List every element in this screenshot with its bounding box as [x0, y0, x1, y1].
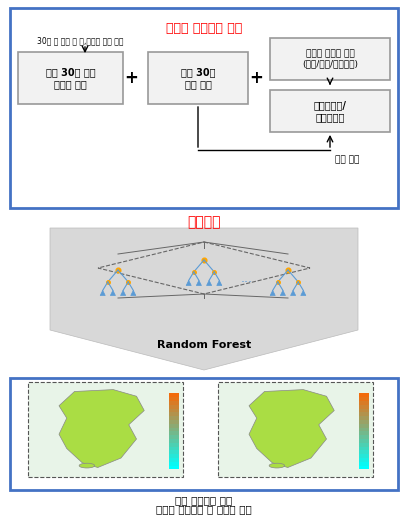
Polygon shape [280, 290, 286, 295]
Bar [359, 462, 369, 465]
Text: +: + [124, 69, 138, 87]
Polygon shape [120, 290, 126, 295]
Bar [169, 401, 179, 405]
Polygon shape [186, 280, 191, 285]
Polygon shape [110, 290, 115, 295]
Bar [359, 405, 369, 409]
Text: 오버샘플링/
서브샘플링: 오버샘플링/ 서브샘플링 [314, 100, 346, 122]
Bar [169, 409, 179, 412]
Text: 실시간 모니터링 및 초단기 예측: 실시간 모니터링 및 초단기 예측 [156, 504, 252, 514]
FancyBboxPatch shape [10, 8, 398, 208]
Bar [359, 420, 369, 424]
Bar [359, 435, 369, 439]
Polygon shape [50, 228, 358, 370]
Bar [169, 465, 179, 470]
Bar [359, 409, 369, 412]
Bar [359, 401, 369, 405]
Bar [359, 397, 369, 401]
Bar [169, 424, 179, 427]
Polygon shape [290, 290, 296, 295]
Bar [169, 450, 179, 454]
Bar [359, 424, 369, 427]
Bar [359, 427, 369, 432]
FancyBboxPatch shape [28, 382, 183, 477]
Bar [359, 465, 369, 470]
Bar [169, 454, 179, 458]
FancyBboxPatch shape [270, 38, 390, 80]
Bar [169, 412, 179, 416]
Text: 최근 30일 이전
고농도 샘플: 최근 30일 이전 고농도 샘플 [46, 67, 95, 89]
Text: 최근 30일
누적 자료: 최근 30일 누적 자료 [181, 67, 215, 89]
Bar [359, 432, 369, 435]
Bar [169, 432, 179, 435]
Bar [359, 447, 369, 450]
Bar [169, 462, 179, 465]
Text: Random Forest: Random Forest [157, 340, 251, 350]
Bar [359, 454, 369, 458]
FancyBboxPatch shape [148, 52, 248, 104]
Bar [359, 450, 369, 454]
Bar [169, 397, 179, 401]
Text: 실시간 훈련자료 구축: 실시간 훈련자료 구축 [166, 22, 242, 35]
FancyBboxPatch shape [218, 382, 373, 477]
Bar [359, 458, 369, 462]
Text: 인공지능: 인공지능 [187, 215, 221, 229]
Polygon shape [196, 280, 202, 285]
Bar [169, 420, 179, 424]
Bar [169, 394, 179, 397]
Polygon shape [131, 290, 136, 295]
Polygon shape [270, 290, 275, 295]
Bar [169, 439, 179, 443]
Polygon shape [100, 290, 105, 295]
Bar [359, 412, 369, 416]
Text: +: + [249, 69, 263, 87]
FancyBboxPatch shape [18, 52, 123, 104]
Polygon shape [59, 389, 144, 467]
Bar [169, 405, 179, 409]
Text: 30일 전 자료 중 저,고농도 샘플 누적: 30일 전 자료 중 저,고농도 샘플 누적 [37, 36, 123, 45]
Text: ...: ... [241, 271, 253, 284]
Bar [169, 416, 179, 420]
Bar [169, 427, 179, 432]
Text: 지상 미세먼지 농도: 지상 미세먼지 농도 [175, 495, 233, 505]
Bar [359, 394, 369, 397]
Bar [169, 458, 179, 462]
Bar [169, 435, 179, 439]
Bar [359, 416, 369, 420]
Bar [359, 439, 369, 443]
Polygon shape [206, 280, 212, 285]
Bar [169, 447, 179, 450]
Polygon shape [249, 389, 334, 467]
Bar [359, 443, 369, 447]
Text: 샘플 누적: 샘플 누적 [335, 155, 359, 164]
Text: 실시간 데이터 수집
(위성/모델/현장관측): 실시간 데이터 수집 (위성/모델/현장관측) [302, 49, 358, 69]
Ellipse shape [79, 463, 95, 468]
FancyBboxPatch shape [10, 378, 398, 490]
Polygon shape [301, 290, 306, 295]
Polygon shape [217, 280, 222, 285]
FancyBboxPatch shape [270, 90, 390, 132]
Ellipse shape [269, 463, 285, 468]
Bar [169, 443, 179, 447]
